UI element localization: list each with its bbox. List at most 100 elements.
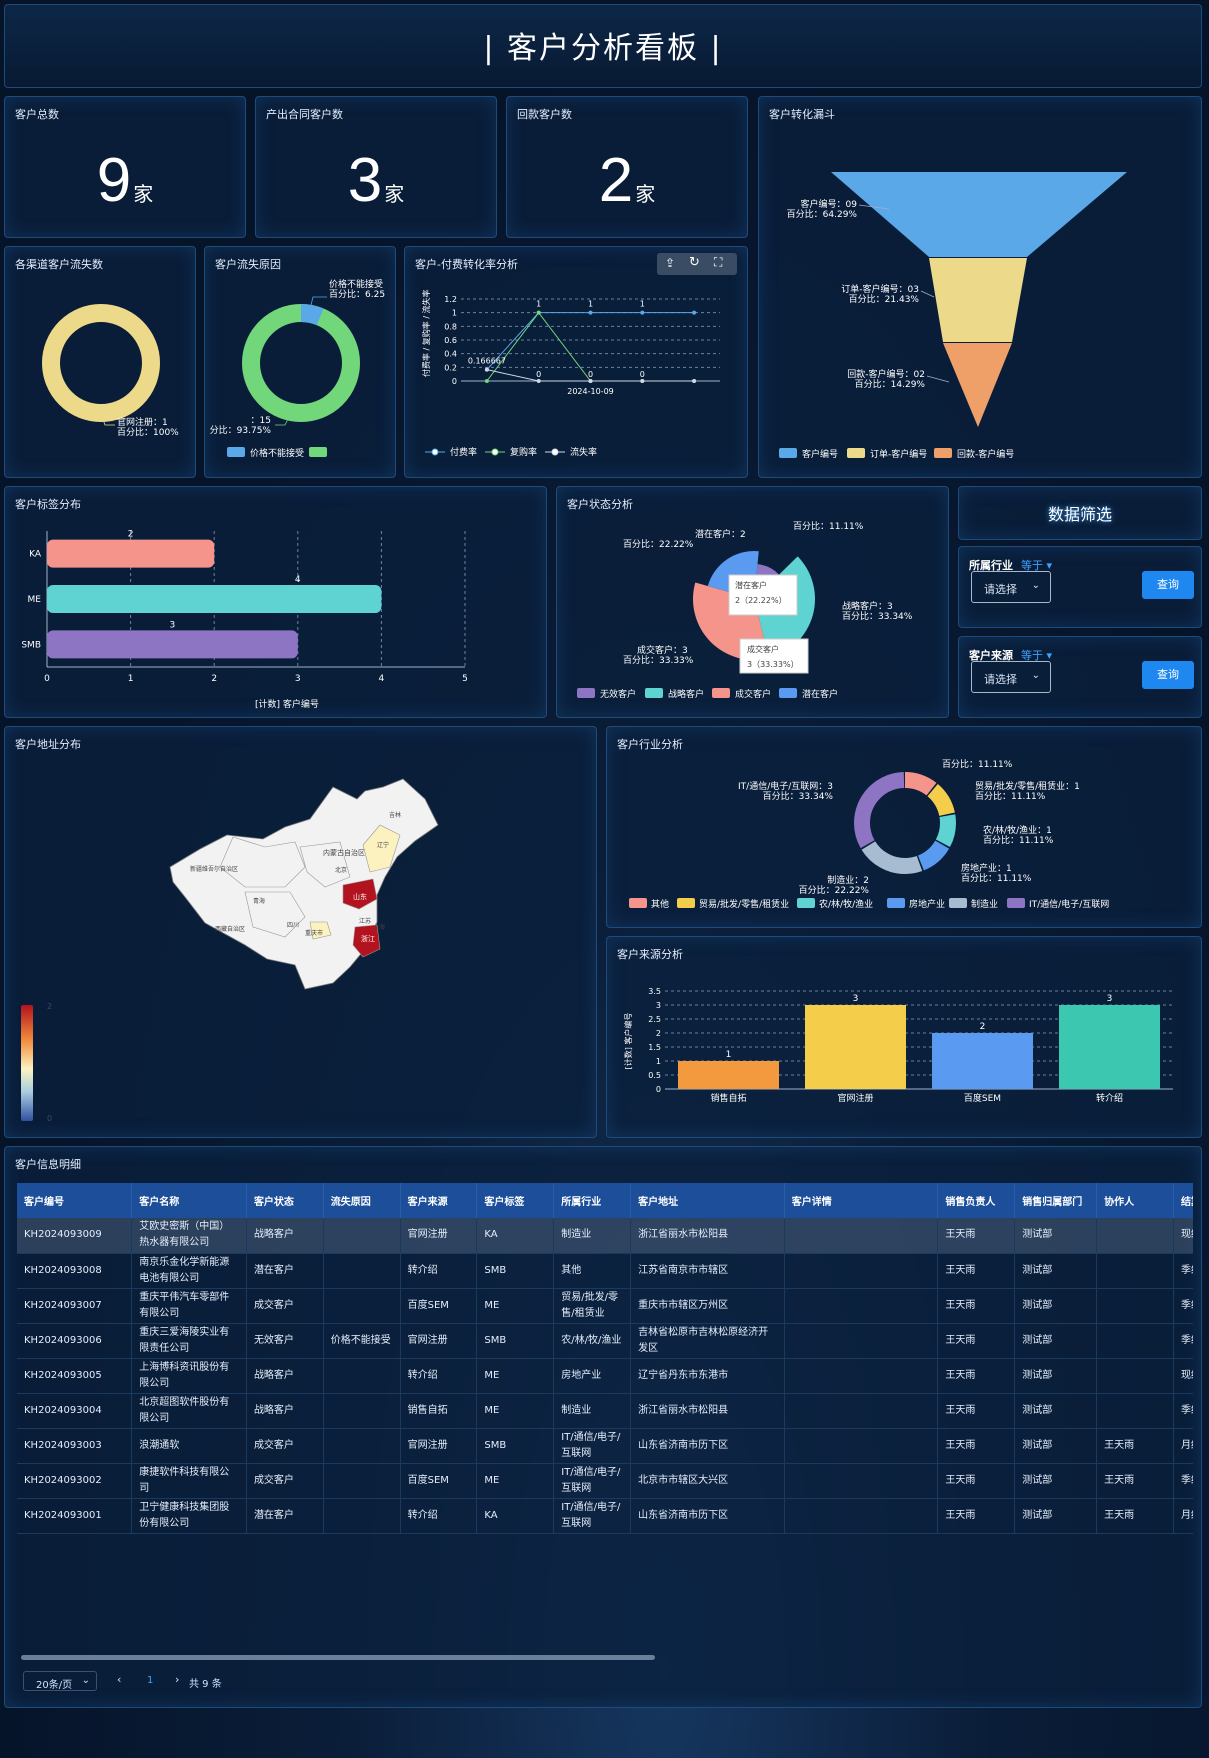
legend-item[interactable]: 无效客户 [600, 688, 636, 700]
data-point[interactable] [692, 310, 697, 315]
legend-item[interactable]: 订单-客户编号 [870, 448, 927, 460]
legend-item[interactable]: 回款-客户编号 [957, 448, 1014, 460]
table-scroll-area[interactable]: 客户编号 客户名称 客户状态 流失原因 客户来源 客户标签 所属行业 客户地址 客户详情 销售负责… [17, 1183, 1193, 1663]
fullscreen-icon[interactable]: ⛶ [714, 255, 723, 269]
source-select[interactable]: 请选择 ⌄ [971, 661, 1051, 693]
column-header[interactable]: 协作人 [1096, 1183, 1174, 1218]
funnel-stage-payments[interactable] [943, 343, 1012, 427]
bar-KA[interactable] [47, 539, 215, 568]
donut-slice-official[interactable] [42, 304, 160, 422]
table-row[interactable]: KH2024093006 重庆三爱海陵实业有限责任公司 无效客户 价格不能接受 官网注册… [17, 1323, 1193, 1359]
donut-slice-IT/通信/电子/互联网[interactable] [854, 772, 956, 874]
table-row[interactable]: KH2024093001 卫宁健康科技集团股份有限公司 潜在客户 转介绍 KA IT/通信… [17, 1498, 1193, 1534]
table-row[interactable]: KH2024093007 重庆平伟汽车零部件有限公司 成交客户 百度SEM ME 贸易/批… [17, 1288, 1193, 1324]
column-header[interactable]: 客户详情 [784, 1183, 939, 1218]
filter-operator[interactable]: 等于 ▾ [1021, 559, 1053, 572]
data-point[interactable] [588, 310, 593, 315]
legend-item[interactable]: 战略客户 [668, 688, 704, 700]
y-tick-label: 3 [656, 1001, 661, 1010]
legend-item[interactable]: 复购率 [510, 446, 537, 458]
download-icon[interactable]: ⇪ [665, 256, 676, 270]
legend-item[interactable]: IT/通信/电子/互联网 [1029, 898, 1109, 910]
bar-销售自拓[interactable] [678, 1061, 779, 1089]
bar-转介绍[interactable] [1059, 1005, 1160, 1089]
legend-item[interactable]: 付费率 [450, 446, 477, 458]
legend-item[interactable]: 贸易/批发/零售/租赁业 [699, 898, 789, 910]
data-label: 0 [588, 370, 593, 379]
legend-item[interactable]: 流失率 [570, 446, 597, 458]
column-header[interactable]: 流失原因 [323, 1183, 401, 1218]
donut-slice-其他[interactable] [854, 772, 956, 874]
table-cell: IT/通信/电子/互联网 [553, 1498, 632, 1534]
column-header[interactable]: 销售归属部门 [1014, 1183, 1098, 1218]
page-number[interactable]: 1 [147, 1675, 154, 1686]
svg-text:3（33.33%）: 3（33.33%） [747, 660, 799, 669]
data-point[interactable] [536, 379, 541, 383]
bar-百度SEM[interactable] [932, 1033, 1033, 1089]
bar-SMB[interactable] [47, 630, 298, 659]
funnel-stage-customers[interactable] [831, 172, 1127, 257]
data-point[interactable] [484, 367, 489, 372]
legend-item[interactable]: 潜在客户 [802, 688, 838, 700]
prev-page-icon[interactable]: ‹ [117, 1673, 122, 1686]
legend-item[interactable] [309, 447, 327, 457]
table-cell: 百度SEM [400, 1463, 478, 1499]
province-chongqing[interactable] [309, 921, 332, 940]
data-point[interactable] [484, 379, 489, 383]
data-point[interactable] [640, 310, 645, 315]
data-point[interactable] [536, 310, 541, 315]
funnel-stage-orders[interactable] [929, 258, 1027, 342]
map-label: 辽宁 [377, 841, 389, 849]
table-row[interactable]: KH2024093004 北京超图软件股份有限公司 战略客户 销售自拓 ME 制造业 浙江省… [17, 1393, 1193, 1429]
legend-item[interactable]: 农/林/牧/渔业 [819, 898, 873, 910]
column-header[interactable]: 客户编号 [17, 1183, 133, 1218]
industry-query-button[interactable]: 查询 [1142, 571, 1194, 599]
table-row[interactable]: KH2024093009 艾欧史密斯（中国）热水器有限公司 战略客户 官网注册 KA 制造… [17, 1218, 1193, 1254]
table-cell: KH2024093007 [17, 1288, 133, 1324]
province-shandong[interactable] [342, 878, 378, 910]
donut-slice-price[interactable] [242, 304, 360, 422]
province-zhejiang[interactable] [352, 924, 381, 958]
refresh-icon[interactable]: ↻ [689, 255, 700, 270]
legend-item[interactable]: 房地产业 [909, 898, 945, 910]
legend-item[interactable]: 客户编号 [802, 448, 838, 460]
svg-text:2（22.22%）: 2（22.22%） [735, 596, 787, 605]
data-point[interactable] [692, 379, 697, 383]
industry-select[interactable]: 请选择 ⌄ [971, 571, 1051, 603]
table-cell: 辽宁省丹东市东港市 [630, 1358, 785, 1394]
data-point[interactable] [640, 379, 645, 383]
column-header[interactable]: 客户来源 [400, 1183, 478, 1218]
next-page-icon[interactable]: › [175, 1673, 180, 1686]
column-header[interactable]: 客户状态 [246, 1183, 324, 1218]
page-size-select[interactable]: 20条/页 ⌄ [23, 1671, 97, 1691]
column-header[interactable]: 所属行业 [553, 1183, 632, 1218]
bar-官网注册[interactable] [805, 1005, 906, 1089]
table-row[interactable]: KH2024093008 南京乐金化学新能源电池有限公司 潜在客户 转介绍 SMB 其他江… [17, 1253, 1193, 1289]
filter-operator[interactable]: 等于 ▾ [1021, 649, 1053, 662]
source-query-button[interactable]: 查询 [1142, 661, 1194, 689]
legend-item[interactable]: 其他 [651, 898, 669, 910]
table-row[interactable]: KH2024093003 浪潮通软 成交客户 官网注册 SMB IT/通信/电子/互联网山… [17, 1428, 1193, 1464]
china-map[interactable]: 内蒙古自治区 山东 浙江 重庆市 北京 辽宁 吉林 江苏 上海 青海 四川 西藏… [5, 727, 598, 1139]
bar-ME[interactable] [47, 585, 382, 613]
table-row[interactable]: KH2024093002 康捷软件科技有限公司 成交客户 百度SEM ME IT/通信/电… [17, 1463, 1193, 1499]
visual-map-scale[interactable] [21, 1005, 33, 1121]
funnel-legend: 客户编号 订单-客户编号 回款-客户编号 [779, 448, 1014, 460]
series-line-付费率[interactable] [486, 312, 695, 370]
panel-title: 客户信息明细 [15, 1158, 81, 1171]
column-header[interactable]: 结算周期 [1173, 1183, 1193, 1218]
column-header[interactable]: 客户标签 [476, 1183, 555, 1218]
province-liaoning[interactable] [362, 824, 401, 873]
donut-slice-other[interactable] [242, 304, 360, 422]
legend-item[interactable]: 成交客户 [735, 688, 771, 700]
table-row[interactable]: KH2024093005 上海博科资讯股份有限公司 战略客户 转介绍 ME 房地产业 辽宁省… [17, 1358, 1193, 1394]
donut-slice-制造业[interactable] [854, 772, 956, 874]
data-point[interactable] [588, 379, 593, 383]
column-header[interactable]: 销售负责人 [937, 1183, 1016, 1218]
column-header[interactable]: 客户名称 [131, 1183, 247, 1218]
donut-slice-农/林/牧/渔业[interactable] [854, 772, 956, 874]
column-header[interactable]: 客户地址 [630, 1183, 785, 1218]
legend-item[interactable]: 制造业 [971, 898, 998, 910]
horizontal-scrollbar[interactable] [21, 1655, 655, 1660]
legend-item[interactable]: 价格不能接受 [250, 447, 304, 459]
